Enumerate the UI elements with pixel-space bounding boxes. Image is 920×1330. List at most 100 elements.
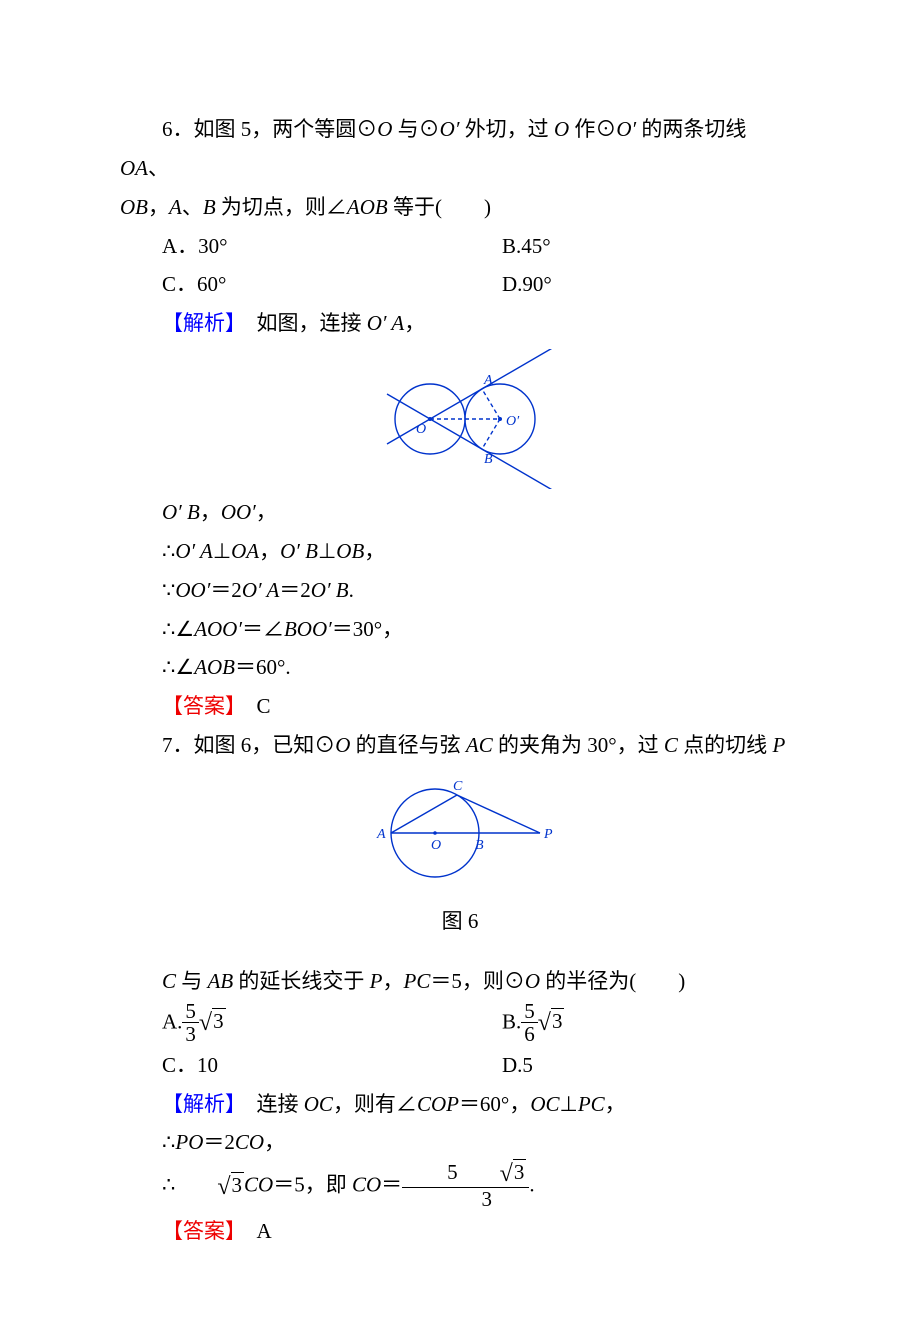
q6-sol-l2: ∴O′ A⊥OA，O′ B⊥OB， (120, 532, 800, 571)
var-A: A (169, 195, 182, 219)
text: ＝2 (279, 578, 311, 602)
text: 与⊙ (392, 117, 439, 141)
q7-sol-l1: ∴PO＝2CO， (120, 1123, 800, 1162)
text: 7．如图 6，已知⊙ (162, 733, 335, 757)
text: 外切，过 (459, 117, 554, 141)
fraction: 56 (521, 1000, 538, 1045)
q6-answer: 【答案】 C (120, 687, 800, 726)
q6-options-row2: C．60° D.90° (120, 265, 800, 304)
radical-sign: √ (217, 1174, 230, 1200)
var-C: C (664, 733, 678, 757)
text: . (529, 1173, 534, 1197)
q7-option-A: A.53√3 (120, 1001, 460, 1046)
var-OC: OC (530, 1092, 559, 1116)
text: ＝∠ (242, 617, 284, 641)
var: CO (352, 1173, 381, 1197)
var: OO′ (221, 500, 256, 524)
answer-text: C (236, 694, 271, 718)
q7-stem-line3: C 与 AB 的延长线交于 P，PC＝5，则⊙O 的半径为( ) (120, 962, 800, 1001)
text: 如图，连接 (236, 311, 367, 335)
var-P: P (370, 969, 383, 993)
var-B: B (203, 195, 216, 219)
fraction: 53 (182, 1000, 199, 1045)
q6-stem-line1: 6．如图 5，两个等圆⊙O 与⊙O′ 外切，过 O 作⊙O′ 的两条切线 OA、 (120, 110, 800, 188)
text: ∴∠ (162, 655, 194, 679)
q7-options-row1: A.53√3 B.56√3 (120, 1001, 800, 1046)
text: ＝60°， (459, 1092, 530, 1116)
var-AOB: AOB (347, 195, 388, 219)
q7-option-D: D.5 (460, 1046, 800, 1085)
opt-prefix: B. (502, 1009, 521, 1033)
var: BOO′ (284, 617, 332, 641)
var: O′ B (162, 500, 200, 524)
svg-text:B: B (475, 838, 484, 853)
text: ， (383, 969, 404, 993)
two-tangent-circles-diagram: ABOO′ (345, 349, 575, 489)
radical-sign: √ (500, 1161, 513, 1187)
text: ＝2 (203, 1130, 235, 1154)
text: ， (404, 311, 425, 335)
denominator: 3 (182, 1023, 199, 1045)
var-PC: PC (404, 969, 431, 993)
text: ⊥ (560, 1092, 578, 1116)
svg-text:O: O (416, 422, 426, 437)
text: ， (264, 1130, 285, 1154)
q6-options-row1: A．30° B.45° (120, 227, 800, 266)
svg-text:P: P (543, 827, 553, 842)
text: 6．如图 5，两个等圆⊙ (162, 117, 377, 141)
text: 的直径与弦 (350, 733, 466, 757)
text: 的夹角为 30°，过 (493, 733, 664, 757)
var: CO (235, 1130, 264, 1154)
q6-stem-line2: OB，A、B 为切点，则∠AOB 等于( ) (120, 188, 800, 227)
q6-option-B: B.45° (460, 227, 800, 266)
text: ＝30°， (332, 617, 403, 641)
text: ⊥ (213, 539, 231, 563)
text: 点的切线 (678, 733, 773, 757)
text: 等于( ) (388, 195, 491, 219)
var-P: P (772, 733, 785, 757)
text: 为切点，则∠ (216, 195, 347, 219)
var: O′ A (242, 578, 279, 602)
text: ∴∠ (162, 617, 194, 641)
var-C: C (162, 969, 176, 993)
text: ∵ (162, 578, 175, 602)
q6-option-A: A．30° (120, 227, 460, 266)
text: ， (259, 539, 280, 563)
denominator: 6 (521, 1023, 538, 1045)
circle-tangent-diagram: ABCOP (355, 771, 565, 881)
q6-sol-l1: O′ B，OO′， (120, 493, 800, 532)
var-COP: COP (417, 1092, 459, 1116)
var: OB (336, 539, 364, 563)
radicand: 3 (231, 1172, 245, 1197)
text: ∴ (162, 1173, 175, 1197)
var: CO (244, 1173, 273, 1197)
q7-stem-line1: 7．如图 6，已知⊙O 的直径与弦 AC 的夹角为 30°，过 C 点的切线 P (120, 726, 800, 765)
var-Oprime: O′ (616, 117, 636, 141)
answer-label: 【答案】 (162, 1219, 236, 1243)
denominator: 3 (402, 1188, 529, 1210)
q6-sol-l5: ∴∠AOB＝60°. (120, 648, 800, 687)
q6-option-C: C．60° (120, 265, 460, 304)
text: ＝2 (210, 578, 242, 602)
q7-figure-caption: 图 6 (120, 902, 800, 941)
radical-sign: √ (538, 1010, 551, 1036)
numerator: 5 (182, 1000, 199, 1023)
text: 连接 (236, 1092, 304, 1116)
sqrt: √3 (175, 1165, 244, 1209)
var: O′ B (280, 539, 318, 563)
var-O: O (525, 969, 540, 993)
q6-sol-l4: ∴∠AOO′＝∠BOO′＝30°， (120, 610, 800, 649)
q6-analysis-line: 【解析】 如图，连接 O′ A， (120, 304, 800, 343)
text: 的两条切线 (636, 117, 746, 141)
text: 与 (176, 969, 208, 993)
q6-sol-l3: ∵OO′＝2O′ A＝2O′ B. (120, 571, 800, 610)
q7-sol-l2: ∴√3CO＝5，即 CO＝5√33. (120, 1162, 800, 1211)
num-pre: 5 (447, 1160, 458, 1184)
var-OA: OA (120, 156, 148, 180)
var: O′ A (175, 539, 212, 563)
sqrt: √3 (458, 1161, 527, 1187)
q7-options-row2: C．10 D.5 (120, 1046, 800, 1085)
text: ， (256, 500, 277, 524)
radicand: 3 (513, 1159, 527, 1184)
text: 的延长线交于 (233, 969, 370, 993)
